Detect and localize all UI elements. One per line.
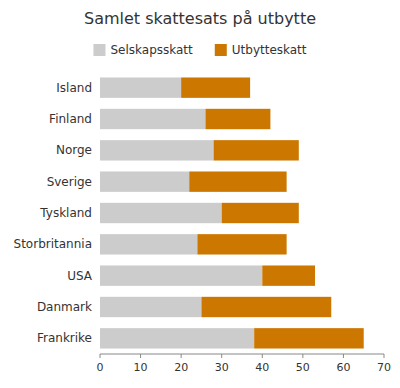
bar-segment xyxy=(100,171,189,191)
x-tick-label: 70 xyxy=(377,361,391,374)
chart-container: Samlet skattesats på utbytte Island Finlan… xyxy=(0,0,400,388)
category-label: Norge xyxy=(56,143,92,157)
bar-segment xyxy=(100,77,181,97)
bar-segment xyxy=(201,297,331,317)
legend-item: Selskapsskatt xyxy=(93,43,193,57)
x-axis-line xyxy=(100,354,384,355)
category-label: Frankrike xyxy=(37,331,92,345)
category-label: Finland xyxy=(49,112,92,126)
category-label: Storbritannia xyxy=(14,237,92,251)
bar-segment xyxy=(214,140,299,160)
legend-swatch xyxy=(215,44,227,56)
legend: Selskapsskatt Utbytteskatt xyxy=(93,43,306,57)
bars xyxy=(100,77,364,348)
legend-label: Selskapsskatt xyxy=(110,43,193,57)
category-label: Danmark xyxy=(37,300,92,314)
x-tick-label: 50 xyxy=(296,361,310,374)
category-label: Sverige xyxy=(47,175,92,189)
legend-label: Utbytteskatt xyxy=(232,43,307,57)
legend-swatch xyxy=(93,44,105,56)
bar-segment xyxy=(100,234,197,254)
x-tick-label: 0 xyxy=(97,361,104,374)
bar-segment xyxy=(100,328,254,348)
x-tick xyxy=(384,354,385,358)
x-tick-label: 20 xyxy=(174,361,188,374)
x-tick xyxy=(302,354,303,358)
x-tick xyxy=(100,354,101,358)
x-tick-label: 40 xyxy=(255,361,269,374)
bar-segment xyxy=(100,109,205,129)
x-tick xyxy=(140,354,141,358)
x-tick xyxy=(262,354,263,358)
category-label: USA xyxy=(67,269,93,283)
x-tick-label: 30 xyxy=(215,361,229,374)
bar-segment xyxy=(197,234,286,254)
category-label: Island xyxy=(56,81,92,95)
chart-title: Samlet skattesats på utbytte xyxy=(84,9,316,28)
x-tick-label: 60 xyxy=(336,361,350,374)
category-label: Tyskland xyxy=(39,206,92,220)
x-tick xyxy=(343,354,344,358)
bar-segment xyxy=(222,203,299,223)
bar-segment xyxy=(100,140,214,160)
x-tick xyxy=(221,354,222,358)
bar-segment xyxy=(100,203,222,223)
legend-item: Utbytteskatt xyxy=(215,43,307,57)
bar-segment xyxy=(189,171,286,191)
bar-segment xyxy=(262,265,315,285)
bar-segment xyxy=(100,297,201,317)
bar-segment xyxy=(205,109,270,129)
x-tick xyxy=(181,354,182,358)
bar-segment xyxy=(100,265,262,285)
bar-segment xyxy=(254,328,364,348)
chart-svg: Samlet skattesats på utbytte Island Finlan… xyxy=(0,0,400,388)
bar-segment xyxy=(181,77,250,97)
x-tick-label: 10 xyxy=(134,361,148,374)
